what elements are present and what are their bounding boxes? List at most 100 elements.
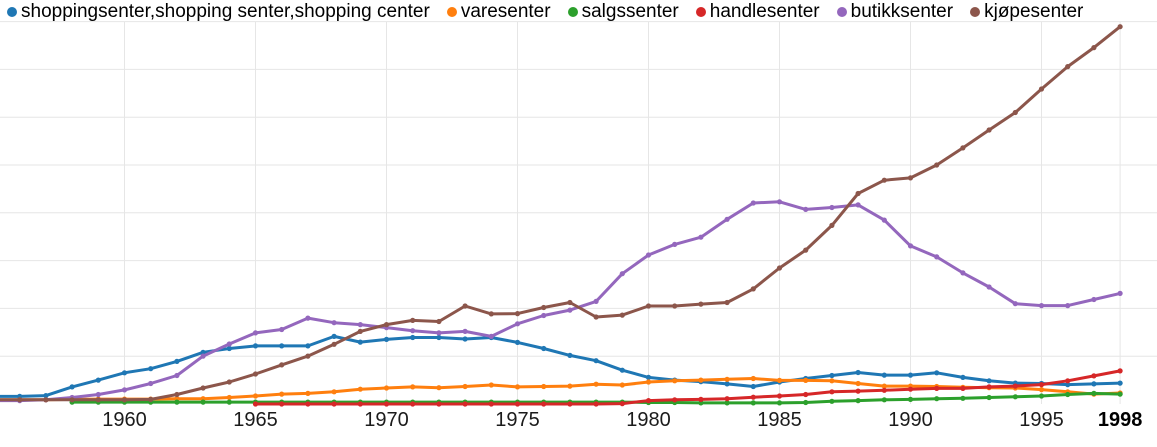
legend-item-kjopesenter[interactable]: kjøpesenter: [970, 1, 1083, 23]
data-point-marker: [305, 315, 311, 321]
data-point-marker: [514, 384, 521, 390]
data-point-marker: [986, 284, 992, 290]
legend-item-shoppingsenter[interactable]: shoppingsenter,shopping senter,shopping …: [7, 1, 430, 23]
data-point-marker: [593, 381, 599, 387]
legend-item-label: shoppingsenter,shopping senter,shopping …: [21, 1, 430, 22]
data-point-marker: [357, 339, 363, 345]
data-point-marker: [672, 378, 678, 384]
data-point-marker: [462, 383, 468, 390]
series-line-varesenter[interactable]: [0, 377, 1122, 402]
series-lines: [0, 24, 1123, 407]
data-point-marker: [750, 383, 756, 390]
x-tick-label-1980: 1980: [626, 409, 671, 431]
data-point-marker: [907, 372, 914, 378]
data-point-marker: [1012, 383, 1018, 389]
data-point-marker: [305, 353, 311, 359]
data-point-marker: [95, 391, 101, 398]
data-point-marker: [1065, 303, 1071, 309]
series-line-shoppingsenter[interactable]: [0, 334, 1122, 398]
data-point-marker: [829, 378, 835, 384]
data-point-marker: [69, 384, 75, 390]
data-point-marker: [803, 399, 809, 406]
data-point-marker: [960, 145, 966, 151]
data-point-marker: [750, 200, 756, 206]
data-point-marker: [986, 384, 992, 390]
data-point-marker: [226, 394, 232, 401]
data-point-marker: [43, 397, 49, 403]
data-point-marker: [383, 401, 390, 407]
series-line-handlesenter[interactable]: [254, 369, 1122, 406]
legend-item-label: butikksenter: [850, 1, 954, 22]
data-point-marker: [672, 241, 678, 247]
data-point-marker: [567, 307, 573, 313]
data-point-marker: [279, 343, 285, 349]
data-point-marker: [252, 371, 259, 377]
series-line-kjopesenter[interactable]: [0, 25, 1122, 402]
legend-item-handlesenter[interactable]: handlesenter: [695, 1, 820, 23]
data-point-marker: [881, 397, 887, 403]
data-point-marker: [1117, 368, 1123, 374]
data-point-marker: [462, 336, 468, 342]
data-point-marker: [410, 328, 416, 334]
data-point-marker: [541, 401, 547, 407]
data-point-marker: [410, 384, 416, 390]
data-point-marker: [252, 330, 259, 336]
data-point-marker: [986, 378, 992, 384]
data-point-marker: [357, 386, 363, 392]
data-point-marker: [645, 398, 652, 404]
data-point-marker: [279, 401, 285, 407]
data-point-marker: [986, 127, 992, 133]
data-point-marker: [593, 358, 599, 364]
data-point-marker: [462, 303, 468, 309]
legend-dot-icon: [567, 7, 578, 17]
data-point-marker: [1117, 380, 1123, 386]
data-point-marker: [855, 380, 861, 387]
x-tick-label-1960: 1960: [102, 409, 147, 431]
data-point-marker: [1091, 296, 1097, 303]
data-point-marker: [645, 252, 652, 258]
legend-item-salgssenter[interactable]: salgssenter: [567, 1, 679, 23]
data-point-marker: [698, 301, 704, 307]
gridlines: [0, 21, 1157, 404]
data-point-marker: [907, 386, 914, 392]
data-point-marker: [331, 320, 337, 326]
data-point-marker: [279, 326, 285, 333]
data-point-marker: [593, 401, 599, 407]
data-point-marker: [855, 190, 861, 197]
data-point-marker: [934, 385, 940, 391]
legend-dot-icon: [695, 7, 706, 17]
data-point-marker: [986, 394, 992, 401]
data-point-marker: [645, 374, 652, 380]
data-point-marker: [252, 401, 259, 407]
data-point-marker: [855, 202, 861, 208]
data-point-marker: [69, 397, 75, 403]
data-point-marker: [1117, 24, 1123, 30]
legend-item-varesenter[interactable]: varesenter: [446, 1, 551, 23]
data-point-marker: [226, 341, 232, 347]
data-point-marker: [1038, 387, 1045, 393]
data-point-marker: [331, 341, 337, 347]
data-point-marker: [698, 377, 704, 383]
legend-item-butikksenter[interactable]: butikksenter: [836, 1, 954, 23]
data-point-marker: [619, 271, 625, 277]
data-point-marker: [148, 396, 154, 402]
data-point-marker: [619, 312, 625, 318]
data-point-marker: [541, 383, 547, 390]
data-point-marker: [357, 328, 363, 334]
data-point-marker: [829, 372, 835, 379]
data-point-marker: [174, 372, 180, 379]
data-point-marker: [776, 393, 783, 399]
data-point-marker: [829, 204, 835, 211]
data-point-marker: [934, 162, 940, 168]
data-point-marker: [121, 387, 128, 393]
data-point-marker: [305, 401, 311, 407]
series-line-butikksenter[interactable]: [0, 200, 1122, 403]
data-point-marker: [750, 286, 756, 292]
data-point-marker: [226, 379, 232, 385]
data-point-marker: [174, 399, 180, 405]
data-point-marker: [488, 311, 494, 317]
data-point-marker: [410, 334, 416, 341]
data-point-marker: [514, 311, 521, 317]
